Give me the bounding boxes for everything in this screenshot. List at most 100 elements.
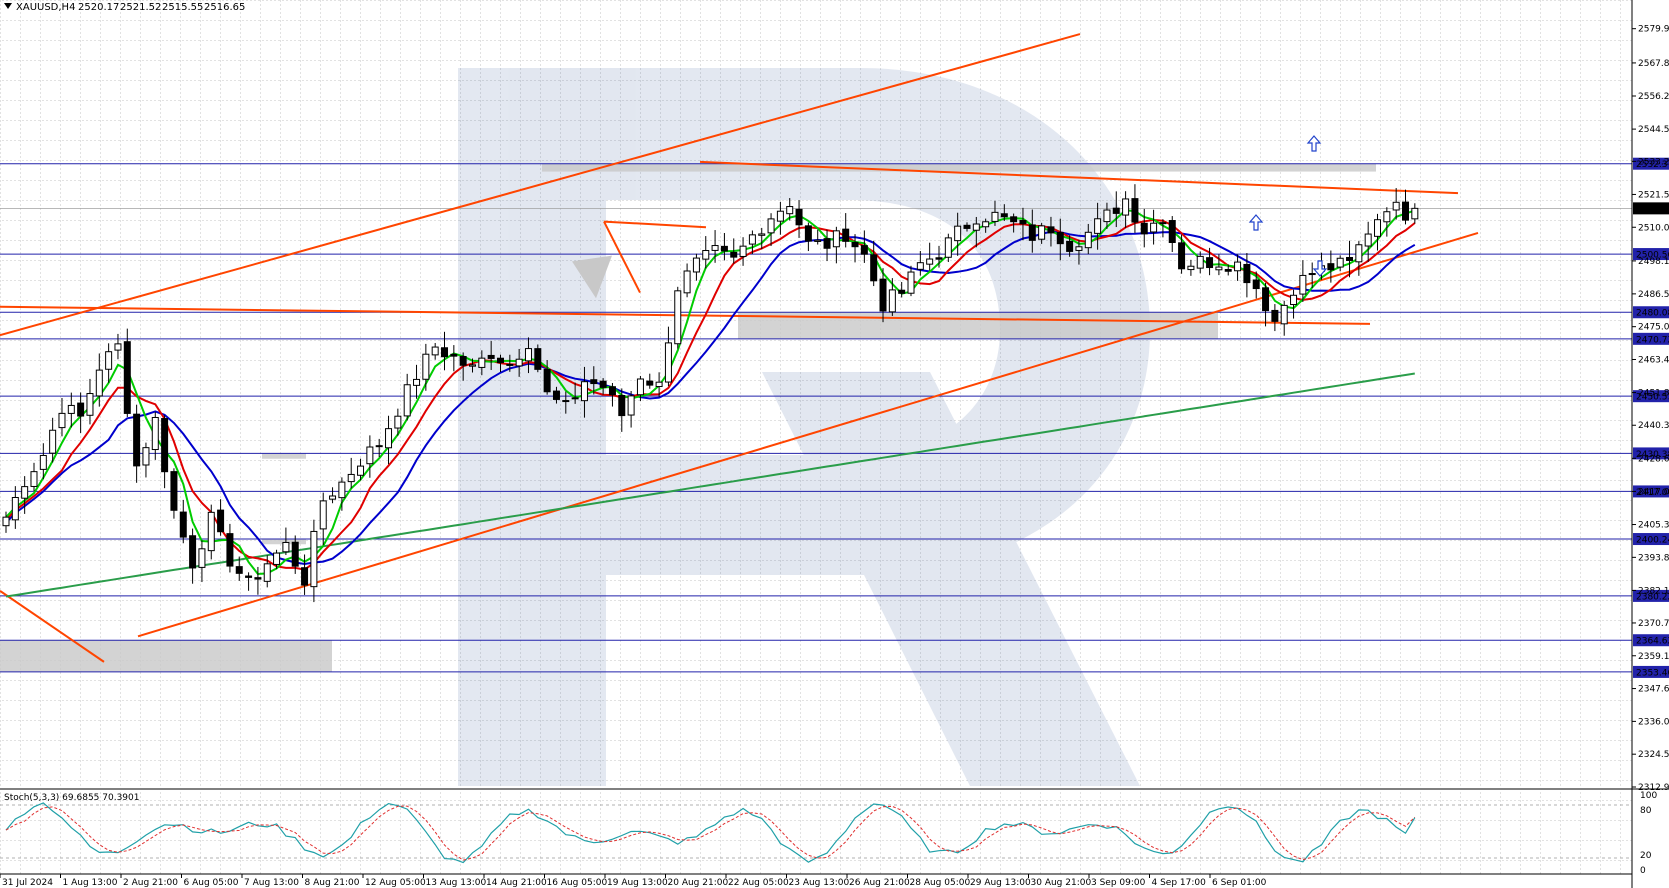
candle-body-26 — [245, 575, 253, 578]
candle-body-5 — [49, 429, 57, 454]
y-tick-label-6: 2510.00 — [1638, 223, 1669, 233]
level-tag-2 — [1633, 306, 1669, 319]
candle-body-78 — [730, 251, 738, 258]
candle-body-117 — [1094, 218, 1102, 234]
candle-body-131 — [1224, 268, 1232, 272]
candle-body-124 — [1159, 222, 1167, 225]
candle-body-25 — [235, 566, 243, 574]
candle-body-109 — [1019, 220, 1027, 225]
candle-body-28 — [263, 563, 271, 582]
candle-body-3 — [30, 471, 38, 487]
candle-body-8 — [77, 402, 85, 417]
y-tick-label-14: 2417.00 — [1638, 487, 1669, 497]
trend-line-5 — [603, 220, 707, 229]
candle-body-44 — [413, 378, 421, 386]
candle-body-33 — [310, 530, 318, 588]
candle-body-34 — [319, 500, 327, 530]
candle-body-97 — [907, 271, 915, 294]
x-tick-label-20: 6 Sep 01:00 — [1212, 878, 1267, 888]
support-zone-3 — [262, 453, 306, 459]
level-label-3: 2470.72 — [1636, 335, 1669, 345]
candle-body-59 — [552, 390, 560, 400]
candle-body-43 — [403, 384, 411, 417]
candle-body-90 — [842, 228, 850, 242]
trend-line-3 — [699, 160, 1459, 195]
arrow-up-small-icon — [1248, 214, 1264, 231]
stoch-axis-label-0: 100 — [1640, 791, 1657, 801]
candle-body-95 — [888, 289, 896, 313]
stoch-main-line — [5, 802, 1416, 864]
candle-body-2 — [21, 486, 29, 499]
low-value: 2515.55 — [162, 2, 203, 13]
candle-body-84 — [786, 206, 794, 215]
candle-body-19 — [179, 511, 187, 538]
support-zone-2 — [542, 163, 1376, 172]
x-tick-label-19: 4 Sep 17:00 — [1152, 878, 1207, 888]
candle-body-127 — [1187, 265, 1195, 271]
candle-body-57 — [534, 348, 542, 370]
candle-body-112 — [1047, 226, 1055, 234]
x-tick-label-1: 1 Aug 13:00 — [63, 878, 118, 888]
candle-body-144 — [1346, 256, 1354, 261]
candle-body-69 — [646, 380, 654, 386]
candle-body-22 — [207, 511, 215, 552]
candle-body-149 — [1392, 201, 1400, 211]
y-tick-label-22: 2324.50 — [1638, 750, 1669, 760]
level-label-6: 2417.00 — [1636, 488, 1669, 498]
candle-body-31 — [291, 541, 299, 567]
candle-body-88 — [823, 238, 831, 249]
candle-body-9 — [86, 393, 94, 416]
candle-body-96 — [898, 289, 906, 294]
candle-body-91 — [851, 241, 859, 248]
ma-mid-line — [5, 218, 1416, 571]
candle-body-7 — [67, 404, 75, 414]
candle-body-40 — [375, 445, 383, 448]
candle-body-10 — [95, 369, 103, 397]
candle-body-116 — [1084, 231, 1092, 249]
stoch-axis-label-2: 20 — [1640, 851, 1652, 861]
candle-body-37 — [347, 473, 355, 483]
candle-body-29 — [273, 552, 281, 565]
x-tick-label-3: 6 Aug 05:00 — [184, 878, 239, 888]
candle-body-32 — [301, 567, 309, 586]
candle-body-123 — [1150, 222, 1158, 233]
candle-body-86 — [804, 225, 812, 242]
ma-fast-line — [5, 209, 1416, 576]
x-tick-label-15: 28 Aug 05:00 — [910, 878, 971, 888]
candle-body-11 — [105, 351, 113, 370]
candle-body-142 — [1327, 263, 1335, 271]
level-tag-0 — [1633, 157, 1669, 170]
arrow-up-icon — [1306, 135, 1322, 152]
x-tick-label-17: 30 Aug 21:00 — [1031, 878, 1092, 888]
candle-body-13 — [123, 341, 131, 414]
collapse-icon[interactable] — [4, 3, 12, 9]
y-tick-label-18: 2370.70 — [1638, 619, 1669, 629]
candle-body-128 — [1196, 255, 1204, 269]
candle-body-56 — [524, 348, 532, 362]
x-tick-label-14: 26 Aug 21:00 — [849, 878, 910, 888]
triangle-zone — [572, 255, 612, 299]
candle-body-103 — [963, 224, 971, 229]
candle-body-4 — [39, 454, 47, 470]
candle-body-83 — [776, 210, 784, 222]
level-tag-7 — [1633, 533, 1669, 546]
candle-body-39 — [366, 446, 374, 465]
candle-body-48 — [450, 353, 458, 357]
candle-body-107 — [1000, 213, 1008, 218]
candle-body-120 — [1122, 198, 1130, 216]
candle-body-20 — [189, 535, 197, 569]
candle-body-61 — [571, 397, 579, 400]
candle-body-27 — [254, 577, 262, 580]
x-tick-label-4: 7 Aug 13:00 — [244, 878, 299, 888]
candle-body-55 — [515, 358, 523, 367]
candle-body-89 — [832, 230, 840, 248]
candle-body-146 — [1364, 233, 1372, 247]
stoch-signal-line — [5, 805, 1416, 861]
y-tick-label-13: 2428.65 — [1638, 454, 1669, 464]
candle-body-108 — [1010, 216, 1018, 223]
level-tag-1 — [1633, 248, 1669, 261]
candle-body-0 — [2, 516, 10, 527]
y-tick-label-0: 2579.90 — [1638, 25, 1669, 35]
y-tick-label-10: 2463.45 — [1638, 355, 1669, 365]
candle-body-110 — [1028, 224, 1036, 241]
